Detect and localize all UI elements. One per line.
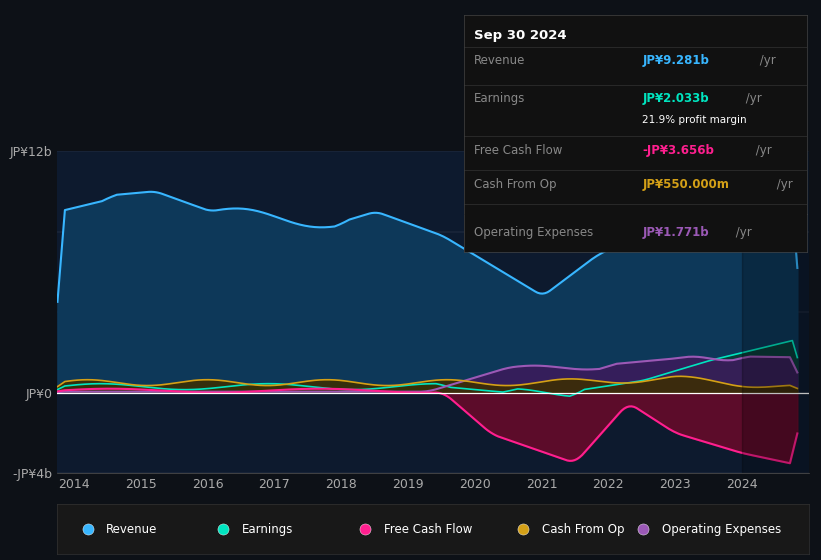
Text: JP¥9.281b: JP¥9.281b xyxy=(642,54,709,67)
Text: /yr: /yr xyxy=(732,226,751,240)
Text: JP¥1.771b: JP¥1.771b xyxy=(642,226,709,240)
Text: /yr: /yr xyxy=(755,54,775,67)
Text: -JP¥3.656b: -JP¥3.656b xyxy=(642,144,714,157)
Text: Earnings: Earnings xyxy=(475,92,525,105)
Text: JP¥550.000m: JP¥550.000m xyxy=(642,178,729,190)
Text: 21.9% profit margin: 21.9% profit margin xyxy=(642,115,747,125)
Text: /yr: /yr xyxy=(773,178,792,190)
Text: Operating Expenses: Operating Expenses xyxy=(475,226,594,240)
Text: /yr: /yr xyxy=(742,92,762,105)
Text: Free Cash Flow: Free Cash Flow xyxy=(475,144,562,157)
Text: Sep 30 2024: Sep 30 2024 xyxy=(475,29,566,42)
Text: Free Cash Flow: Free Cash Flow xyxy=(384,522,473,536)
Text: Revenue: Revenue xyxy=(106,522,158,536)
Text: JP¥2.033b: JP¥2.033b xyxy=(642,92,709,105)
Text: Earnings: Earnings xyxy=(241,522,293,536)
Text: Cash From Op: Cash From Op xyxy=(542,522,625,536)
Text: Revenue: Revenue xyxy=(475,54,525,67)
Text: Operating Expenses: Operating Expenses xyxy=(663,522,782,536)
Text: Cash From Op: Cash From Op xyxy=(475,178,557,190)
Bar xyxy=(742,151,821,473)
Text: /yr: /yr xyxy=(752,144,772,157)
